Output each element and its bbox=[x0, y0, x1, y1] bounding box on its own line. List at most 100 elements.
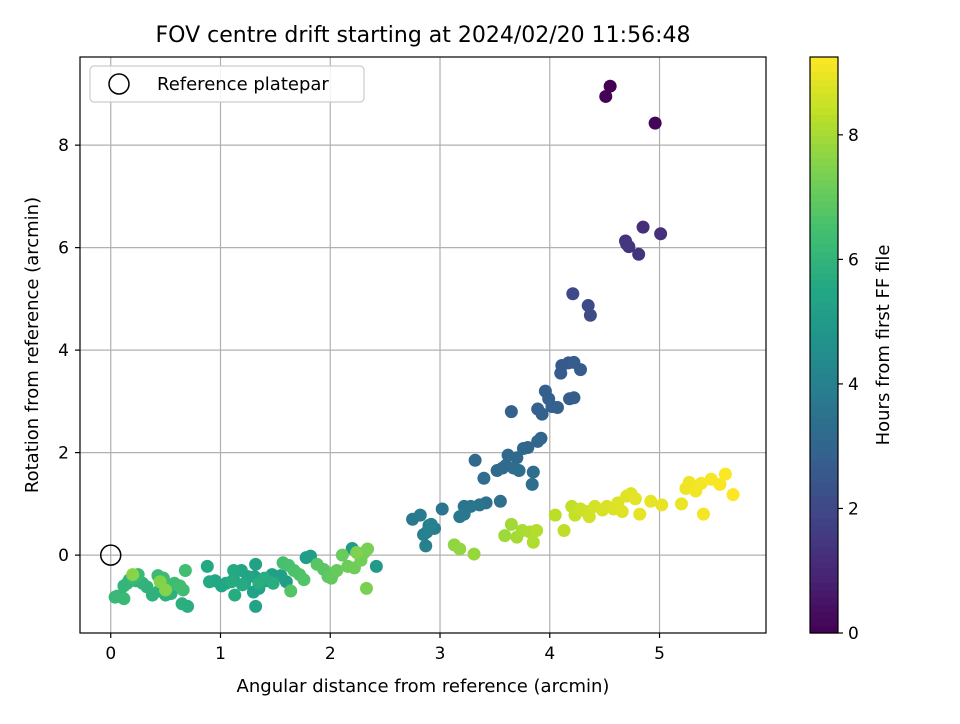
data-point bbox=[526, 465, 540, 479]
data-point bbox=[284, 584, 298, 598]
colorbar-segment bbox=[810, 323, 838, 332]
data-point bbox=[628, 492, 642, 506]
data-point bbox=[178, 563, 192, 577]
colorbar-segment bbox=[810, 460, 838, 468]
colorbar-segment bbox=[810, 453, 838, 461]
data-point bbox=[525, 477, 539, 491]
colorbar-segment bbox=[810, 553, 838, 562]
colorbar-segment bbox=[810, 179, 838, 188]
data-point bbox=[567, 355, 581, 369]
data-point bbox=[530, 524, 544, 538]
colorbar-segment bbox=[810, 503, 838, 512]
colorbar-segment bbox=[810, 215, 838, 224]
colorbar-segment bbox=[810, 258, 838, 267]
colorbar-segment bbox=[810, 625, 838, 634]
data-point bbox=[632, 247, 646, 261]
colorbar-segment bbox=[810, 417, 838, 425]
data-point bbox=[583, 308, 597, 322]
colorbar-segment bbox=[810, 489, 838, 497]
colorbar-segment bbox=[810, 525, 838, 533]
legend-marker-icon bbox=[108, 73, 130, 95]
data-point bbox=[726, 488, 740, 502]
colorbar-segment bbox=[810, 597, 838, 605]
data-point bbox=[200, 559, 214, 573]
data-point bbox=[694, 476, 708, 490]
colorbar-segment bbox=[810, 78, 838, 87]
data-point bbox=[566, 287, 580, 301]
colorbar-tick-label: 8 bbox=[848, 126, 859, 146]
colorbar-tick-label: 0 bbox=[848, 624, 859, 644]
colorbar-segment bbox=[810, 301, 838, 310]
colorbar-segment bbox=[810, 100, 838, 108]
colorbar-segment bbox=[810, 510, 838, 519]
data-point bbox=[419, 539, 433, 553]
colorbar-segment bbox=[810, 186, 838, 195]
colorbar-segment bbox=[810, 337, 838, 346]
data-point bbox=[173, 579, 187, 593]
colorbar-segment bbox=[810, 237, 838, 245]
colorbar-segment bbox=[810, 265, 838, 274]
colorbar-tick-label: 2 bbox=[848, 499, 859, 519]
data-point bbox=[468, 453, 482, 467]
colorbar-segment bbox=[810, 280, 838, 288]
x-tick-label: 5 bbox=[654, 644, 665, 664]
data-point bbox=[654, 227, 668, 241]
colorbar-segment bbox=[810, 481, 838, 490]
data-point bbox=[603, 79, 617, 93]
colorbar-segment bbox=[810, 172, 838, 180]
data-point bbox=[203, 575, 217, 589]
colorbar-segment bbox=[810, 244, 838, 252]
colorbar-segment bbox=[810, 107, 838, 116]
colorbar-segment bbox=[810, 582, 838, 591]
colorbar-segment bbox=[810, 546, 838, 555]
colorbar-segment bbox=[810, 402, 838, 411]
colorbar-segment bbox=[810, 532, 838, 540]
colorbar-segment bbox=[810, 474, 838, 483]
colorbar-segment bbox=[810, 114, 838, 123]
data-point bbox=[504, 405, 518, 419]
data-point bbox=[335, 548, 349, 562]
data-point bbox=[117, 579, 131, 593]
x-tick-label: 2 bbox=[325, 644, 336, 664]
y-tick-label: 6 bbox=[58, 239, 69, 259]
data-point bbox=[510, 451, 524, 465]
data-point bbox=[477, 471, 491, 485]
colorbar-segment bbox=[810, 129, 838, 137]
legend-label: Reference platepar bbox=[157, 74, 329, 95]
data-point bbox=[266, 576, 280, 590]
reference-marker bbox=[99, 544, 122, 566]
colorbar-segment bbox=[810, 287, 838, 296]
colorbar-segment bbox=[810, 438, 838, 447]
data-point bbox=[615, 505, 629, 519]
colorbar-segment bbox=[810, 208, 838, 216]
colorbar-tick-label: 4 bbox=[848, 375, 859, 395]
y-tick-label: 0 bbox=[58, 546, 69, 566]
colorbar-segment bbox=[810, 431, 838, 440]
data-point bbox=[550, 401, 564, 415]
data-point bbox=[467, 547, 481, 561]
data-point bbox=[599, 89, 613, 103]
data-point bbox=[531, 402, 545, 416]
data-point bbox=[696, 507, 710, 521]
colorbar-segment bbox=[810, 345, 838, 353]
data-point bbox=[413, 508, 427, 522]
colorbar-segment bbox=[810, 388, 838, 396]
colorbar-segment bbox=[810, 71, 838, 80]
data-point bbox=[175, 597, 189, 611]
colorbar-frame bbox=[809, 56, 839, 634]
data-point bbox=[227, 563, 241, 577]
colorbar-segment bbox=[810, 157, 838, 166]
colorbar-segment bbox=[810, 316, 838, 324]
colorbar-segment bbox=[810, 143, 838, 152]
colorbar-segment bbox=[810, 273, 838, 281]
colorbar-segment bbox=[810, 121, 838, 130]
data-point bbox=[636, 220, 650, 234]
colorbar-segment bbox=[810, 93, 838, 101]
x-axis-label: Angular distance from reference (arcmin) bbox=[237, 676, 610, 697]
colorbar-segment bbox=[810, 589, 838, 598]
data-point bbox=[504, 517, 518, 531]
colorbar-segment bbox=[810, 136, 838, 144]
data-point bbox=[581, 299, 595, 313]
colorbar-segment bbox=[810, 352, 838, 360]
colorbar-segment bbox=[810, 568, 838, 576]
